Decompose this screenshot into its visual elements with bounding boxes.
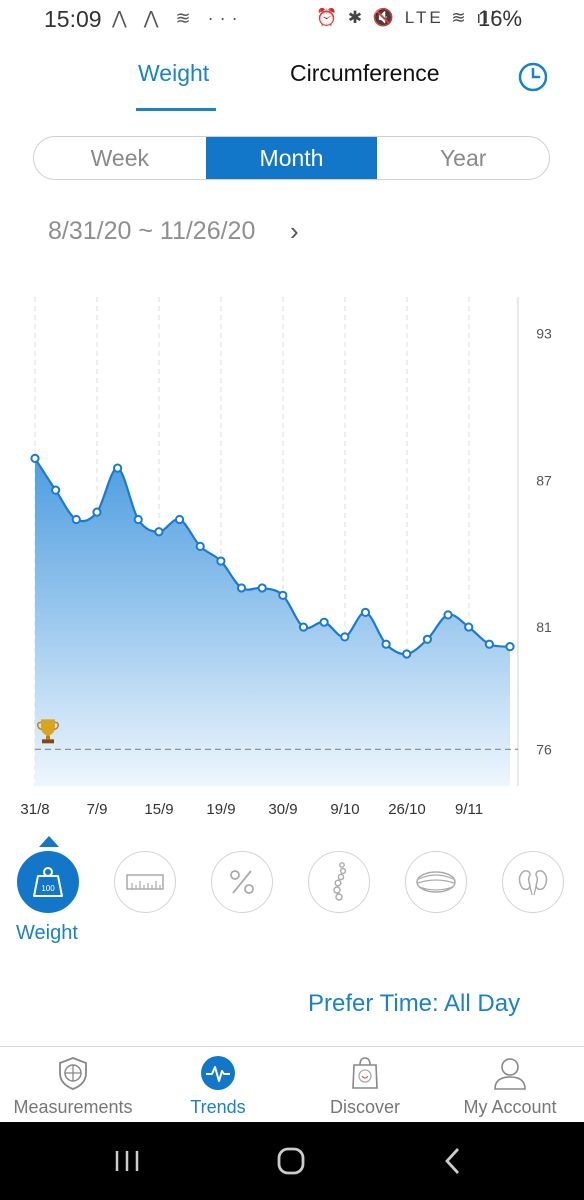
nav-measurements[interactable]: Measurements — [6, 1047, 140, 1123]
recent-apps-icon[interactable] — [107, 1144, 147, 1178]
weight-icon-text: 100 — [41, 884, 55, 893]
trend-area — [35, 458, 510, 786]
data-point — [464, 622, 474, 632]
data-point — [505, 642, 515, 652]
x-tick-label: 26/10 — [388, 801, 426, 818]
period-selector: Week Month Year — [33, 136, 550, 180]
data-point — [484, 639, 494, 649]
data-point — [443, 610, 453, 620]
segment-month[interactable]: Month — [205, 137, 378, 179]
x-tick-label: 30/9 — [268, 801, 297, 818]
data-point — [154, 527, 164, 537]
data-point — [92, 507, 102, 517]
tab-underline — [136, 108, 216, 111]
metric-skeletal-button[interactable] — [308, 851, 370, 913]
data-point — [30, 453, 40, 463]
status-time: 15:09 — [44, 6, 102, 32]
weight-icon: 100 — [33, 867, 63, 897]
ruler-icon — [126, 874, 164, 890]
data-point — [422, 634, 432, 644]
nav-label-trends: Trends — [190, 1097, 246, 1117]
x-tick-label: 15/9 — [144, 801, 173, 818]
kidney-icon — [518, 870, 548, 896]
data-point — [340, 632, 350, 642]
spine-icon — [333, 862, 347, 901]
data-point — [402, 649, 412, 659]
nav-my-account[interactable]: My Account — [450, 1047, 570, 1123]
data-point — [71, 514, 81, 525]
y-tick-label: 93 — [536, 326, 552, 342]
data-point — [133, 514, 143, 525]
x-tick-label: 9/10 — [330, 801, 359, 818]
segment-year[interactable]: Year — [439, 144, 487, 171]
muscle-icon — [416, 871, 456, 893]
home-icon[interactable] — [271, 1144, 311, 1178]
system-nav-bar — [0, 1122, 584, 1200]
metric-body-fat-button[interactable] — [211, 851, 273, 913]
nav-discover[interactable]: Discover — [315, 1047, 415, 1123]
data-point — [174, 514, 185, 525]
metric-selected-pointer — [39, 836, 59, 847]
status-left-icons: ⋀ ⋀ ≋ ··· — [112, 8, 244, 28]
data-point — [236, 583, 247, 593]
bottom-nav: Measurements Trends Discover My Account — [0, 1046, 584, 1123]
tab-circumference[interactable]: Circumference — [290, 60, 440, 86]
data-point — [257, 583, 267, 593]
shield-icon — [59, 1057, 87, 1090]
date-range: 8/31/20 ~ 11/26/20 — [48, 217, 256, 245]
battery-level: 16% — [478, 6, 523, 31]
nav-label-measurements: Measurements — [13, 1097, 133, 1117]
data-point — [113, 463, 123, 473]
person-icon — [494, 1058, 526, 1090]
nav-label-my-account: My Account — [463, 1097, 557, 1117]
data-point — [319, 617, 329, 627]
pulse-icon — [201, 1056, 235, 1090]
nav-trends[interactable]: Trends — [168, 1047, 268, 1123]
data-point — [298, 622, 309, 632]
status-right-icons: ⏰ ✱ 🔇 LTE ≋ ıll — [316, 8, 498, 27]
data-point — [195, 541, 205, 551]
y-tick-label: 87 — [536, 472, 552, 488]
trophy-icon — [37, 719, 59, 744]
x-tick-label: 31/8 — [20, 801, 49, 818]
x-tick-label: 19/9 — [206, 801, 235, 818]
data-point — [381, 639, 391, 649]
data-point — [51, 485, 61, 495]
history-clock-icon[interactable] — [517, 61, 549, 93]
metric-body-water-button[interactable] — [502, 851, 564, 913]
bag-icon — [352, 1057, 378, 1089]
y-tick-label: 76 — [536, 741, 552, 757]
selected-metric-label: Weight — [16, 922, 78, 944]
data-point — [216, 556, 226, 566]
data-point — [360, 607, 371, 618]
x-tick-label: 7/9 — [87, 801, 108, 818]
weight-trend-chart: 93 87 81 76 31/8 7/9 15/9 19/9 30/9 9/10 26/10 9/11 — [20, 297, 552, 818]
chevron-right-icon[interactable]: › — [290, 216, 299, 246]
nav-label-discover: Discover — [329, 1097, 400, 1117]
tab-weight[interactable]: Weight — [138, 60, 210, 86]
metric-weight-button[interactable]: 100 — [17, 851, 79, 913]
percent-icon — [230, 870, 254, 894]
prefer-time-link[interactable]: Prefer Time: All Day — [308, 990, 521, 1017]
data-point — [278, 590, 288, 600]
segment-week[interactable]: Week — [90, 144, 150, 171]
x-tick-label: 9/11 — [455, 801, 483, 818]
status-bar: 15:09 ⋀ ⋀ ≋ ··· ⏰ ✱ 🔇 LTE ≋ ıll 16% — [0, 0, 584, 40]
metric-bmi-button[interactable] — [114, 851, 176, 913]
back-icon[interactable] — [434, 1144, 474, 1178]
y-tick-label: 81 — [536, 619, 552, 635]
metric-muscle-button[interactable] — [405, 851, 467, 913]
